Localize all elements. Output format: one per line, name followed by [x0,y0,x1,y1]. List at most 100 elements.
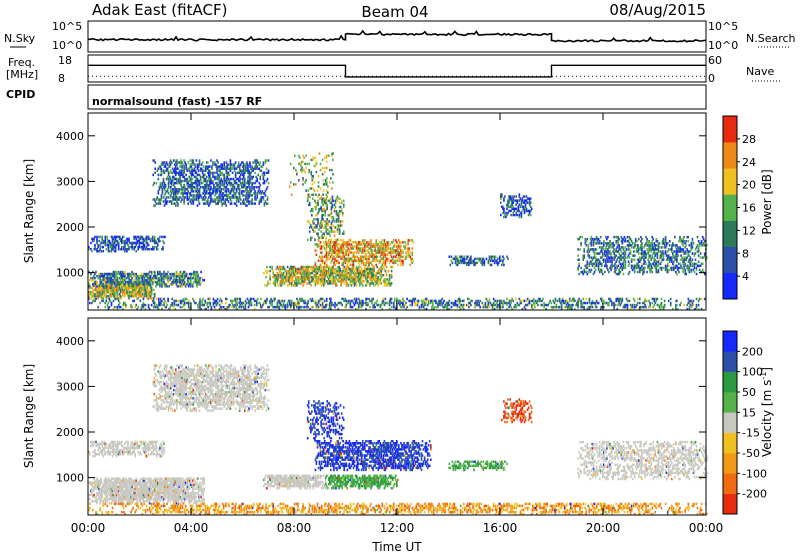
range-gate-cell [318,209,320,213]
range-gate-cell [492,255,495,258]
range-gate-cell [654,262,657,266]
range-gate-cell [242,202,244,205]
range-gate-cell [315,193,317,196]
range-gate-cell [386,278,389,281]
range-gate-cell [388,261,391,265]
range-gate-cell [221,202,224,205]
range-gate-cell [254,196,256,199]
range-gate-cell [335,278,337,281]
range-gate-cell [622,246,625,249]
range-gate-cell [176,190,178,193]
range-gate-cell [225,181,228,185]
range-gate-cell [375,280,378,283]
range-gate-cell [597,252,600,255]
range-gate-cell [376,255,379,258]
range-gate-cell [149,297,152,300]
range-gate-cell [511,199,513,202]
range-gate-cell [105,272,108,276]
range-gate-cell [257,161,260,164]
range-gate-cell [245,204,247,207]
range-gate-cell [605,260,607,263]
range-gate-cell [133,282,135,286]
range-gate-cell [109,290,112,294]
range-gate-cell [203,173,206,177]
range-gate-cell [656,256,659,259]
range-gate-cell [171,283,174,286]
range-gate-cell [181,161,183,164]
range-gate-cell [217,165,219,168]
range-gate-cell [99,245,101,249]
range-gate-cell [221,179,224,183]
range-gate-cell [331,241,333,244]
range-gate-cell [653,242,656,245]
range-gate-cell [624,237,627,241]
range-gate-cell [614,254,616,257]
range-gate-cell [595,252,598,255]
range-gate-cell [671,268,673,272]
range-gate-cell [352,267,355,271]
range-gate-cell [160,169,163,172]
range-gate-cell [145,284,148,288]
range-gate-cell [671,248,673,251]
range-gate-cell [586,250,589,253]
range-gate-cell [325,177,328,180]
range-gate-cell [281,280,284,283]
range-gate-cell [116,295,119,298]
range-gate-cell [471,261,473,265]
range-gate-cell [153,274,156,278]
range-gate-cell [146,284,149,288]
range-gate-cell [298,271,300,275]
range-gate-cell [330,255,332,258]
range-gate-cell [583,250,586,253]
range-gate-cell [185,192,187,195]
range-gate-cell [302,280,304,283]
range-gate-cell [334,205,337,209]
range-gate-cell [188,179,191,183]
range-gate-cell [347,276,350,279]
range-gate-cell [128,297,130,300]
range-gate-cell [103,292,106,296]
range-gate-cell [607,252,609,255]
range-gate-cell [218,188,220,191]
range-gate-cell [230,163,233,166]
range-gate-cell [167,186,170,189]
range-gate-cell [323,156,326,159]
range-gate-cell [391,241,394,244]
range-gate-cell [317,238,319,242]
range-gate-cell [218,200,220,203]
range-gate-cell [374,249,376,252]
range-gate-cell [236,196,239,199]
range-gate-cell [665,242,668,245]
range-gate-cell [505,215,507,219]
range-gate-cell [198,179,201,183]
range-gate-cell [301,274,303,277]
range-gate-cell [197,194,200,197]
range-gate-cell [392,245,395,248]
range-gate-cell [363,280,365,283]
range-gate-cell [385,271,388,275]
range-gate-cell [330,216,333,219]
range-gate-cell [226,163,229,166]
range-gate-cell [526,209,529,213]
range-gate-cell [258,167,261,170]
range-gate-cell [347,243,350,246]
range-gate-cell [250,194,252,197]
range-gate-cell [111,235,114,239]
range-gate-cell [319,255,322,258]
range-gate-cell [600,264,603,268]
range-gate-cell [177,198,179,201]
range-gate-cell [694,252,697,255]
range-gate-cell [344,267,347,271]
range-gate-cell [327,269,329,273]
range-gate-cell [341,271,344,275]
range-gate-cell [108,272,111,276]
range-gate-cell [193,196,196,199]
range-gate-cell [412,259,415,263]
range-gate-cell [106,243,109,247]
range-gate-cell [344,253,347,256]
range-gate-cell [593,250,596,253]
range-gate-cell [386,247,389,250]
range-gate-cell [184,177,186,181]
range-gate-cell [592,248,595,251]
range-gate-cell [379,255,382,258]
